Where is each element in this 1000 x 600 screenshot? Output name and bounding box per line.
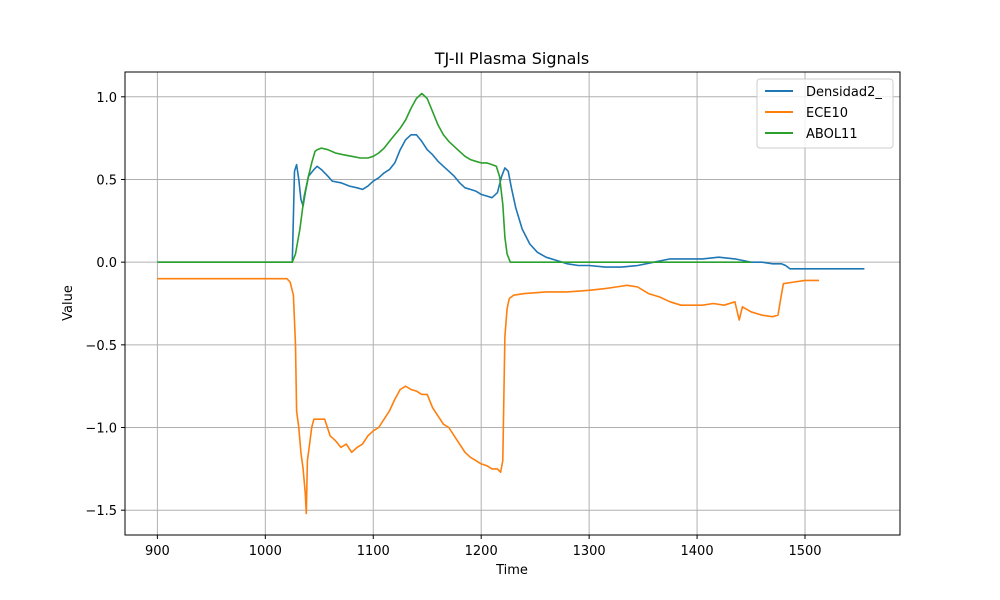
legend-label: ABOL11 xyxy=(806,127,858,142)
series-line-ece10 xyxy=(157,277,819,515)
x-tick-label: 1100 xyxy=(357,544,390,559)
y-tick-label: 1.0 xyxy=(96,91,117,106)
x-tick-label: 900 xyxy=(145,544,170,559)
series-line-abol11 xyxy=(157,92,751,263)
x-tick-label: 1200 xyxy=(465,544,498,559)
x-tick-label: 1300 xyxy=(573,544,606,559)
y-axis-ticks: 1.0 0.5 0.0 −0.5 −1.0 −1.5 xyxy=(85,91,125,519)
x-tick-label: 1500 xyxy=(788,544,821,559)
x-tick-label: 1000 xyxy=(249,544,282,559)
y-tick-label: −0.5 xyxy=(85,339,117,354)
legend: Densidad2_ ECE10 ABOL11 xyxy=(756,78,894,149)
x-axis-ticks: 900 1000 1100 1200 1300 1400 1500 xyxy=(145,535,822,559)
legend-box xyxy=(756,78,894,149)
series-line-densidad2 xyxy=(157,134,865,270)
y-tick-label: 0.0 xyxy=(96,256,117,271)
x-axis-label: Time xyxy=(495,563,528,578)
y-tick-label: −1.0 xyxy=(85,422,117,437)
series-lines xyxy=(157,92,865,515)
y-tick-label: 0.5 xyxy=(96,173,117,188)
plot-frame xyxy=(124,71,901,536)
x-tick-label: 1400 xyxy=(681,544,714,559)
legend-label: Densidad2_ xyxy=(806,85,882,100)
chart-title: TJ-II Plasma Signals xyxy=(434,49,589,68)
legend-label: ECE10 xyxy=(806,106,848,121)
y-tick-label: −1.5 xyxy=(85,504,117,519)
y-axis-label: Value xyxy=(61,285,76,321)
